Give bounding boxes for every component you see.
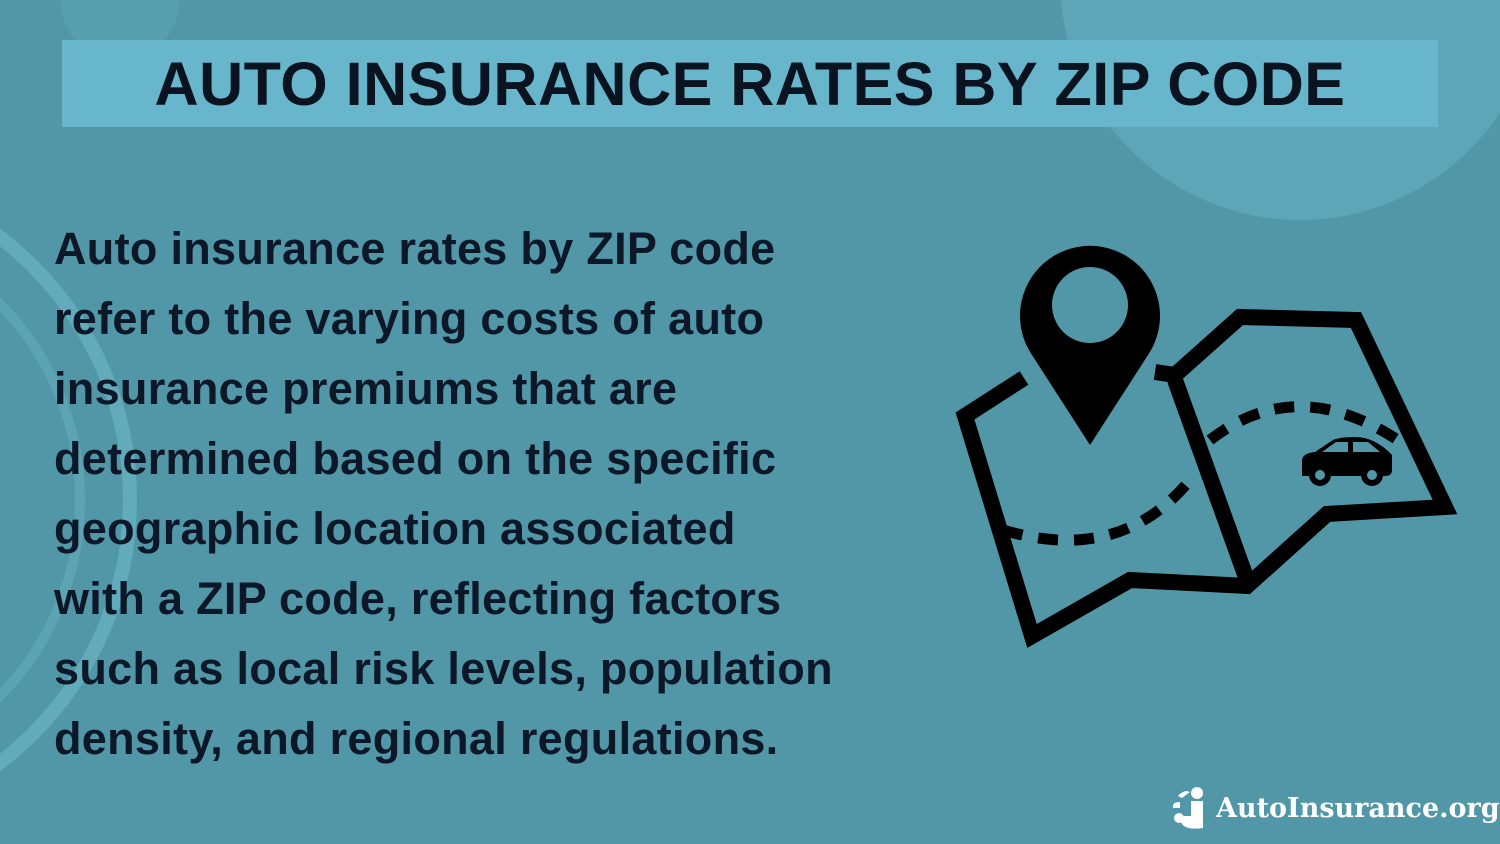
text-line: insurance premiums that are <box>54 363 678 414</box>
text-line: density, and regional regulations. <box>54 713 779 764</box>
text-line: Auto insurance rates by ZIP code <box>54 223 776 274</box>
text-line: determined based on the specific <box>54 433 777 484</box>
title-banner: AUTO INSURANCE RATES BY ZIP CODE <box>62 40 1438 127</box>
definition-text: Auto insurance rates by ZIP code refer t… <box>54 214 994 774</box>
car-icon <box>1302 437 1392 486</box>
location-pin-icon <box>1020 245 1160 445</box>
map-icon <box>955 308 1458 648</box>
text-line: such as local risk levels, population <box>54 643 833 694</box>
logo-text: AutoInsurance.org <box>1216 792 1500 824</box>
route-dashes <box>1001 401 1412 546</box>
page-title: AUTO INSURANCE RATES BY ZIP CODE <box>154 49 1346 118</box>
brand-logo: AutoInsurance.org <box>1170 786 1500 830</box>
ai-logo-icon <box>1173 787 1203 829</box>
text-line: geographic location associated <box>54 503 736 554</box>
text-line: with a ZIP code, reflecting factors <box>54 573 782 624</box>
text-line: refer to the varying costs of auto <box>54 293 765 344</box>
